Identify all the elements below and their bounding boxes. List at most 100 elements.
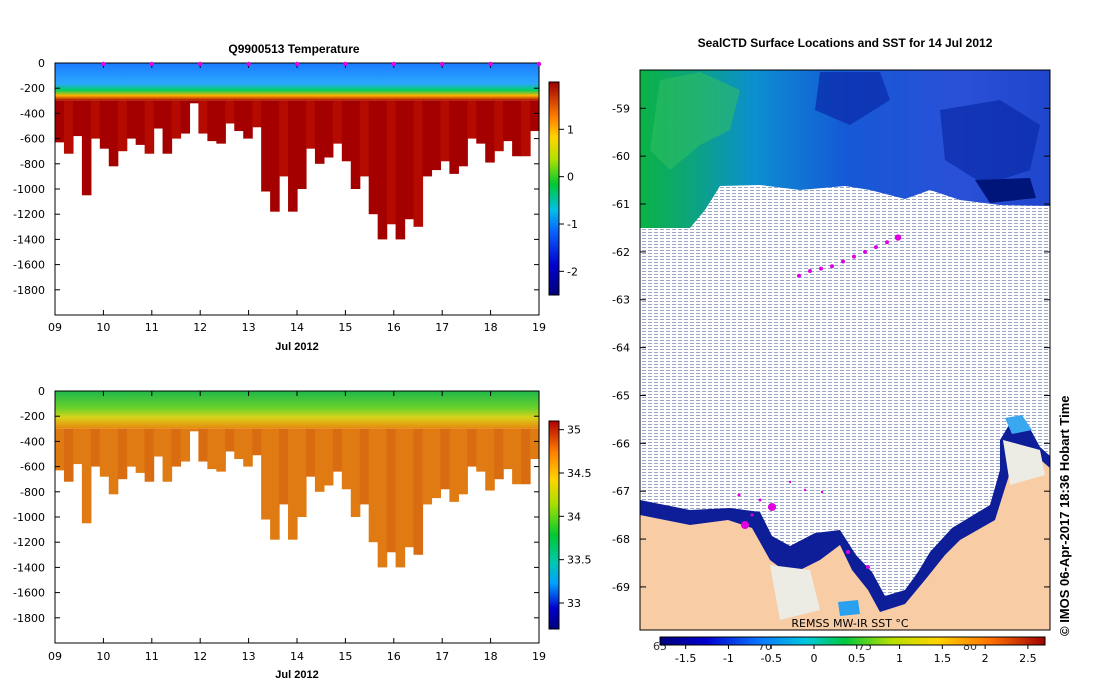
temperature-profile-bar bbox=[413, 100, 424, 227]
seal-track-point bbox=[819, 266, 823, 271]
salinity-section-panel: 09 10 11 12 13 14 15 16 17 18 19 0 -200 -400 -600 -800 -… bbox=[13, 385, 591, 681]
salinity-surface-layer bbox=[377, 391, 388, 429]
salinity-profile-bar bbox=[216, 428, 226, 472]
colorbar-tick-label: 33.5 bbox=[567, 554, 592, 567]
temperature-profile-bar bbox=[153, 100, 164, 129]
salinity-surface-layer bbox=[297, 391, 307, 429]
temperature-surface-layer bbox=[288, 63, 298, 101]
salinity-profile-bar bbox=[261, 428, 271, 520]
salinity-surface-layer bbox=[99, 391, 110, 429]
colorbar-tick-label: 34 bbox=[567, 510, 581, 523]
temperature-colorbar-ticks: 1 0 -1 -2 bbox=[559, 123, 578, 278]
latitude-tick-label: -61 bbox=[612, 198, 630, 211]
temperature-profile-bar bbox=[55, 100, 65, 143]
y-tick-label: -1200 bbox=[13, 536, 45, 549]
y-tick-label: -1200 bbox=[13, 208, 45, 221]
temperature-surface-layer bbox=[476, 63, 486, 101]
salinity-profile-bar bbox=[252, 428, 262, 456]
temperature-x-axis-label: Jul 2012 bbox=[275, 341, 318, 353]
map-latitude-axis: -59 -60 -61 -62 -63 -64 -65 -66 -67 -68 -69 bbox=[612, 102, 1050, 594]
salinity-profile-bar bbox=[314, 428, 325, 492]
ice-shelf-east bbox=[1003, 440, 1045, 485]
salinity-profile-bar bbox=[368, 428, 379, 543]
temperature-surface-layer bbox=[413, 63, 424, 101]
x-tick-label: 19 bbox=[532, 321, 546, 334]
salinity-profile-bar bbox=[81, 428, 92, 524]
salinity-profile-bar bbox=[189, 428, 200, 432]
temperature-profile-bar bbox=[90, 100, 101, 139]
temperature-profile-bar bbox=[225, 100, 235, 124]
salinity-surface-layer bbox=[126, 391, 137, 429]
salinity-surface-layer bbox=[234, 391, 244, 429]
temperature-surface-layer bbox=[368, 63, 379, 101]
salinity-profile-bar bbox=[171, 428, 182, 467]
x-tick-label: 10 bbox=[96, 321, 110, 334]
temperature-surface-layer bbox=[323, 63, 334, 101]
temperature-profile-bar bbox=[144, 100, 155, 154]
temperature-surface-layer bbox=[458, 63, 468, 101]
temperature-profile-bar bbox=[234, 100, 244, 132]
salinity-profile-bar bbox=[243, 428, 253, 467]
salinity-surface-layer bbox=[395, 391, 406, 429]
y-tick-label: -1000 bbox=[13, 511, 45, 524]
salinity-surface-layer bbox=[117, 391, 128, 429]
sst-colorbar bbox=[659, 636, 1046, 646]
salinity-profile-bar bbox=[270, 428, 280, 540]
temperature-profile-bar bbox=[261, 100, 271, 192]
temperature-surface-layer bbox=[135, 63, 146, 101]
salinity-surface-layer bbox=[72, 391, 83, 429]
y-tick-label: -1000 bbox=[13, 183, 45, 196]
colorbar-tick-label: 0 bbox=[567, 171, 574, 184]
salinity-profile-bar bbox=[413, 428, 424, 555]
latitude-tick-label: -68 bbox=[612, 533, 630, 546]
temperature-profile-bar bbox=[359, 100, 370, 177]
temperature-profile-bar bbox=[503, 100, 513, 142]
salinity-profile-bar bbox=[332, 428, 343, 472]
y-tick-label: -1400 bbox=[13, 561, 45, 574]
temperature-profile-bar bbox=[270, 100, 280, 212]
temperature-profile-bar bbox=[467, 100, 477, 139]
salinity-surface-layer bbox=[503, 391, 513, 429]
temperature-surface-layer bbox=[180, 63, 191, 101]
warm-ocean-patch bbox=[650, 72, 740, 170]
temperature-profile-bar bbox=[117, 100, 128, 152]
y-tick-label: 0 bbox=[38, 57, 45, 70]
antarctic-land bbox=[640, 448, 1050, 630]
salinity-profile-bar bbox=[234, 428, 244, 460]
salinity-surface-layer bbox=[413, 391, 424, 429]
salinity-profile-bar bbox=[108, 428, 119, 495]
sst-colorbar-label: REMSS MW-IR SST °C bbox=[791, 617, 909, 630]
sst-colorbar-tick-label: 2 bbox=[982, 652, 989, 665]
salinity-surface-layer bbox=[341, 391, 352, 429]
salinity-axes: 09 10 11 12 13 14 15 16 17 18 19 0 -200 -400 -600 -800 -… bbox=[13, 385, 546, 663]
y-tick-label: -200 bbox=[20, 410, 45, 423]
temperature-section-panel: Q9900513 Temperature 09 10 11 12 13 14 15 16 17 1… bbox=[13, 42, 578, 353]
salinity-profile-bar bbox=[494, 428, 504, 480]
temperature-surface-layer bbox=[297, 63, 307, 101]
temperature-surface-layer bbox=[90, 63, 101, 101]
x-tick-label: 14 bbox=[290, 321, 304, 334]
temperature-profile-bar bbox=[305, 100, 316, 149]
temperature-profile-bar bbox=[512, 100, 522, 157]
temperature-surface-layer bbox=[189, 63, 200, 101]
profile-time-marker bbox=[198, 61, 203, 67]
seal-track-point bbox=[894, 234, 902, 241]
x-tick-label: 18 bbox=[484, 321, 498, 334]
seal-location-marker bbox=[750, 513, 754, 517]
salinity-surface-layer bbox=[288, 391, 298, 429]
temperature-profile-bar bbox=[216, 100, 226, 144]
temperature-profile-bar bbox=[368, 100, 379, 215]
salinity-surface-layer bbox=[386, 391, 397, 429]
warm-polynya-west bbox=[838, 600, 860, 616]
salinity-surface-layer bbox=[261, 391, 271, 429]
temperature-profile-bar bbox=[521, 100, 531, 157]
latitude-tick-label: -60 bbox=[612, 150, 630, 163]
temperature-profile-bar bbox=[207, 100, 217, 142]
temperature-surface-layer bbox=[108, 63, 119, 101]
sst-colorbar-tick-label: 1.5 bbox=[934, 652, 952, 665]
temperature-surface-layer bbox=[63, 63, 74, 101]
temperature-surface-layer bbox=[314, 63, 325, 101]
temperature-profile-bar bbox=[314, 100, 325, 164]
salinity-surface-layer bbox=[530, 391, 540, 429]
salinity-profile-bar bbox=[305, 428, 316, 477]
